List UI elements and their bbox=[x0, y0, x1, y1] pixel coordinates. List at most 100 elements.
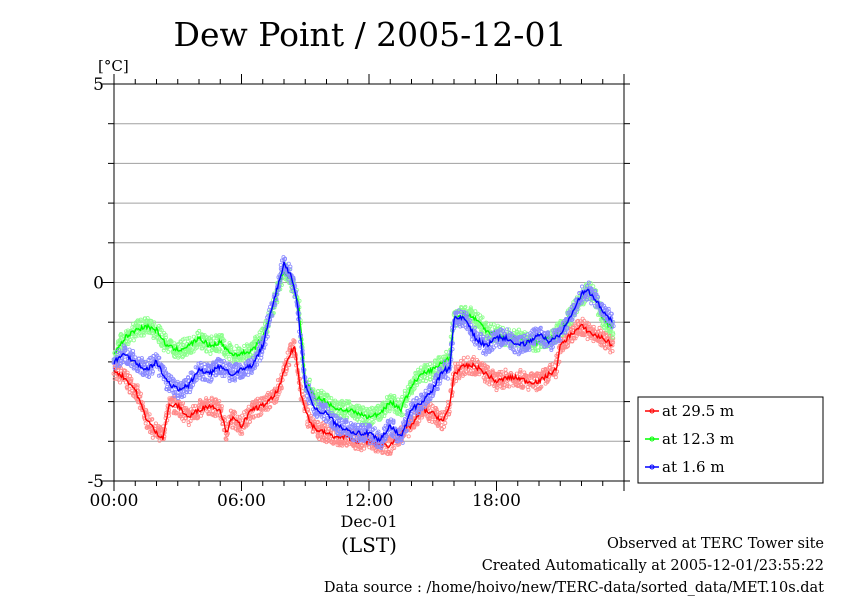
series-3-sample bbox=[502, 331, 507, 336]
series-2-sample bbox=[341, 402, 346, 407]
series-1-sample bbox=[253, 413, 258, 418]
series-3-sample bbox=[441, 374, 446, 379]
series-2-sample bbox=[128, 338, 133, 343]
series-3-sample bbox=[254, 362, 259, 367]
series-1-sample bbox=[129, 377, 134, 382]
series-1-sample bbox=[204, 396, 209, 401]
y-tick-label: 5 bbox=[93, 75, 104, 95]
series-1-sample bbox=[487, 382, 492, 387]
series-3-sample bbox=[257, 358, 262, 363]
series-2-sample bbox=[138, 319, 143, 324]
series-3-sample bbox=[270, 313, 275, 318]
series-2-sample bbox=[171, 354, 176, 359]
series-3-sample bbox=[376, 429, 381, 434]
series-1-sample bbox=[125, 370, 130, 375]
series-3-sample bbox=[402, 416, 407, 421]
series-1-sample bbox=[250, 399, 255, 404]
series-1-sample bbox=[501, 385, 506, 390]
series-3-sample bbox=[246, 358, 251, 363]
x-axis-date-label: Dec-01 bbox=[340, 512, 397, 531]
series-2-sample bbox=[468, 305, 473, 310]
series-3-sample bbox=[477, 346, 482, 351]
series-2-sample bbox=[208, 351, 213, 356]
series-1-sample bbox=[419, 415, 424, 420]
series-2-sample bbox=[187, 335, 192, 340]
series-2-sample bbox=[533, 346, 538, 351]
series-1-sample bbox=[112, 376, 117, 381]
series-1-sample bbox=[214, 409, 219, 414]
series-3-sample bbox=[307, 383, 312, 388]
series-2-sample bbox=[234, 343, 239, 348]
series-2-sample bbox=[337, 405, 342, 410]
series-2-sample bbox=[424, 376, 429, 381]
series-1-sample bbox=[191, 404, 196, 409]
series-2-sample bbox=[383, 410, 388, 415]
series-1-sample bbox=[200, 411, 205, 416]
series-3-sample bbox=[146, 374, 151, 379]
series-1-sample bbox=[494, 383, 499, 388]
series-1-sample bbox=[172, 395, 177, 400]
series-3-sample bbox=[513, 350, 518, 355]
series-3-sample bbox=[589, 287, 594, 292]
series-1-sample bbox=[373, 449, 378, 454]
series-3-sample bbox=[167, 389, 172, 394]
series-1-sample bbox=[602, 345, 607, 350]
series-2-sample bbox=[184, 352, 189, 357]
axis-ticks: 50-500:00 06:00 12:00 18:00 bbox=[87, 74, 630, 511]
series-3-sample bbox=[526, 344, 531, 349]
legend-label: at 1.6 m bbox=[662, 458, 725, 476]
series-3-sample bbox=[323, 402, 328, 407]
series-2-sample bbox=[361, 418, 366, 423]
series-3-sample bbox=[417, 411, 422, 416]
series-2-sample bbox=[415, 382, 420, 387]
series-3-sample bbox=[481, 334, 486, 339]
series-2-sample bbox=[405, 385, 410, 390]
legend: at 29.5 mat 12.3 mat 1.6 m bbox=[637, 396, 824, 484]
series-3-sample bbox=[423, 388, 428, 393]
series-2-sample bbox=[177, 352, 182, 357]
series-3-sample bbox=[398, 427, 403, 432]
series-1-sample bbox=[417, 418, 422, 423]
series-3-sample bbox=[445, 376, 450, 381]
series-1-sample bbox=[518, 367, 523, 372]
series-1-sample bbox=[434, 407, 439, 412]
series-2-sample bbox=[138, 317, 143, 322]
series-1-sample bbox=[247, 419, 252, 424]
series-2-sample bbox=[168, 340, 173, 345]
series-2-sample bbox=[197, 342, 202, 347]
series-1-sample bbox=[440, 427, 445, 432]
series-2-sample bbox=[329, 396, 334, 401]
series-3-sample bbox=[150, 371, 155, 376]
series-3-sample bbox=[563, 330, 568, 335]
legend-marker bbox=[649, 436, 655, 442]
series-3-sample bbox=[247, 360, 252, 365]
series-2-sample bbox=[392, 395, 397, 400]
series-3-sample bbox=[355, 434, 360, 439]
series-2-sample bbox=[392, 394, 397, 399]
series-2-sample bbox=[436, 355, 441, 360]
series-3-sample bbox=[222, 374, 227, 379]
series-2-sample bbox=[131, 338, 136, 343]
series-3-sample bbox=[372, 426, 377, 431]
series-1-sample bbox=[582, 318, 587, 323]
series-3-sample bbox=[420, 406, 425, 411]
series-1-sample bbox=[591, 327, 596, 332]
series-3-sample bbox=[145, 361, 150, 366]
series-3-sample bbox=[611, 324, 616, 329]
series-2-sample bbox=[403, 404, 408, 409]
series-2-sample bbox=[364, 419, 369, 424]
series-3-sample bbox=[516, 339, 521, 344]
series-1-sample bbox=[145, 425, 150, 430]
series-1-sample bbox=[275, 394, 280, 399]
series-2-sample bbox=[224, 354, 229, 359]
series-3-sample bbox=[214, 373, 219, 378]
series-3-sample bbox=[575, 307, 580, 312]
series-2-sample bbox=[126, 341, 131, 346]
series-3-sample bbox=[442, 359, 447, 364]
legend-marker bbox=[649, 464, 655, 470]
series-1-sample bbox=[380, 450, 385, 455]
series-3-sample bbox=[428, 397, 433, 402]
series-3-sample bbox=[530, 333, 535, 338]
series-3-sample bbox=[163, 380, 168, 385]
series-3-sample bbox=[609, 311, 614, 316]
